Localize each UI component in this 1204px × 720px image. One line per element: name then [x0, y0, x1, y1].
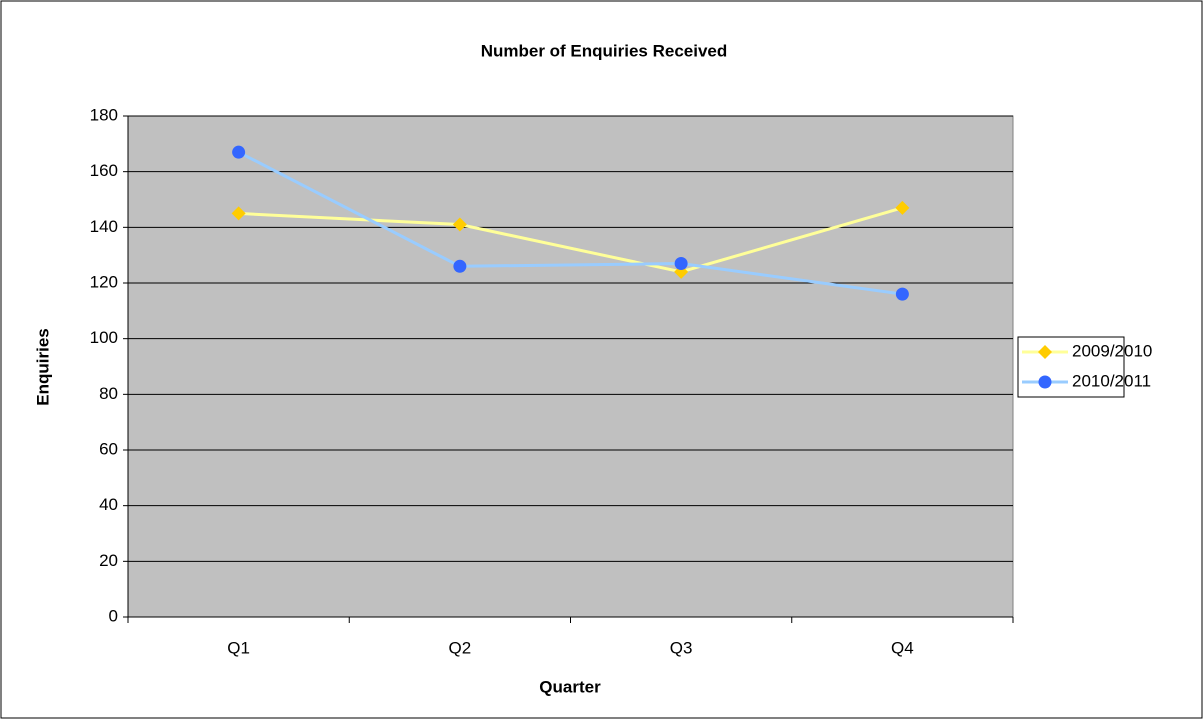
- y-tick-label: 100: [90, 328, 118, 347]
- y-tick-label: 0: [109, 606, 118, 625]
- y-tick-label: 120: [90, 272, 118, 291]
- y-tick-label: 60: [99, 439, 118, 458]
- marker: [231, 206, 246, 221]
- y-tick-label: 40: [99, 495, 118, 514]
- marker: [453, 259, 467, 273]
- x-tick-label: Q2: [449, 638, 472, 657]
- legend-label: 2009/2010: [1072, 341, 1152, 360]
- x-axis-title: Quarter: [539, 677, 601, 696]
- x-tick-label: Q4: [891, 638, 914, 657]
- marker: [895, 287, 909, 301]
- marker: [452, 217, 467, 232]
- y-tick-label: 180: [90, 105, 118, 124]
- legend-label: 2010/2011: [1072, 371, 1151, 390]
- y-tick-label: 80: [99, 384, 118, 403]
- y-tick-label: 160: [90, 161, 118, 180]
- y-tick-label: 20: [99, 551, 118, 570]
- x-tick-label: Q3: [670, 638, 693, 657]
- marker: [674, 257, 688, 271]
- x-tick-label: Q1: [227, 638, 250, 657]
- series-line: [238, 206, 903, 274]
- marker: [232, 145, 246, 159]
- y-tick-label: 140: [90, 217, 118, 236]
- legend-marker: [1038, 375, 1052, 389]
- series-line: [237, 150, 903, 296]
- y-axis-title: Enquiries: [33, 328, 52, 405]
- chart-title: Number of Enquiries Received: [481, 41, 728, 60]
- marker: [895, 200, 910, 215]
- legend-box: [1017, 336, 1125, 398]
- legend-marker: [1038, 345, 1052, 359]
- plot-area: [127, 115, 1014, 618]
